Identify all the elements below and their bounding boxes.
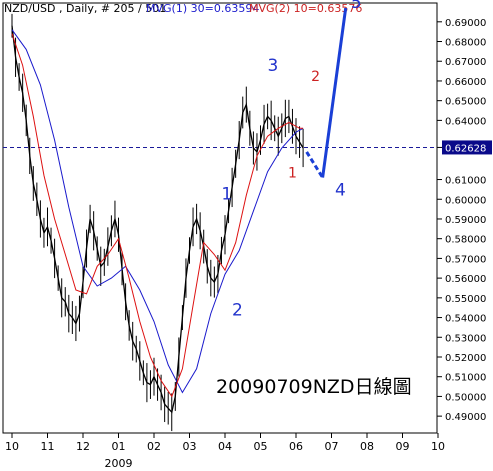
x-tick-label: 07 — [325, 440, 339, 453]
ma30-line — [11, 29, 304, 394]
wave-projection — [305, 7, 348, 179]
y-tick-label: 0.53000 — [445, 333, 486, 344]
x-tick-label: 05 — [254, 440, 268, 453]
wave-label: 3 — [268, 56, 279, 76]
wave-label: 1 — [288, 166, 297, 182]
watermark-text: 20090709NZD日線圖 — [216, 376, 412, 398]
y-tick-label: 0.51000 — [445, 373, 486, 384]
wave-label: 1 — [221, 184, 232, 204]
x-tick-label: 02 — [147, 440, 161, 453]
header-ma1: MVG(1) 30=0.63594 — [146, 2, 259, 15]
y-tick-label: 0.61000 — [445, 176, 486, 187]
last-price-box — [442, 140, 492, 155]
x-tick-label: 03 — [183, 440, 197, 453]
wave-label: 4 — [335, 180, 346, 200]
wave-down-segment — [305, 151, 324, 179]
y-tick-label: 0.52000 — [445, 353, 486, 364]
x-tick-label: 06 — [289, 440, 303, 453]
x-year-label: 2009 — [105, 457, 133, 470]
y-tick-label: 0.56000 — [445, 274, 486, 285]
header-ma2: MVG(2) 10=0.63576 — [249, 2, 362, 15]
ma10-path — [11, 33, 304, 398]
y-tick-label: 0.60000 — [445, 195, 486, 206]
price-series — [11, 13, 304, 432]
y-tick-label: 0.49000 — [445, 412, 486, 423]
y-tick-label: 0.58000 — [445, 235, 486, 246]
wave-label: 2 — [232, 301, 243, 321]
x-tick-label: 08 — [360, 440, 374, 453]
x-tick-label: 04 — [218, 440, 232, 453]
wave-labels: 1 2 3 1 2 4 5 — [221, 0, 361, 321]
wave-label: 2 — [311, 69, 320, 85]
ma30-path — [11, 29, 304, 394]
y-tick-label: 0.65000 — [445, 97, 486, 108]
header-symbol: NZD/USD — [4, 2, 55, 15]
y-tick-label: 0.55000 — [445, 294, 486, 305]
y-tick-label: 0.64000 — [445, 116, 486, 127]
y-tick-label: 0.62628 — [445, 143, 486, 154]
y-tick-label: 0.69000 — [445, 18, 486, 29]
x-axis: 10 11 12 01 02 03 04 05 06 07 08 09 10 2009 — [5, 433, 445, 470]
x-tick-label: 01 — [112, 440, 126, 453]
x-tick-label: 12 — [76, 440, 90, 453]
y-tick-label: 0.54000 — [445, 314, 486, 325]
x-tick-label: 11 — [41, 440, 55, 453]
wave-label: 5 — [351, 0, 362, 13]
wave-up-segment — [321, 7, 348, 178]
x-tick-label: 10 — [431, 440, 445, 453]
y-tick-label: 0.59000 — [445, 215, 486, 226]
header-period: , Daily, # 205 / 501 — [59, 2, 166, 15]
y-tick-label: 0.50000 — [445, 392, 486, 403]
y-axis: 0.69000 0.68000 0.67000 0.66000 0.65000 0.640… — [437, 18, 492, 423]
ma10-line — [11, 33, 304, 398]
plot-frame — [2, 2, 438, 434]
y-tick-label: 0.57000 — [445, 254, 486, 265]
y-tick-label: 0.67000 — [445, 57, 486, 68]
x-tick-label: 09 — [396, 440, 410, 453]
x-tick-label: 10 — [5, 440, 19, 453]
y-tick-label: 0.66000 — [445, 77, 486, 88]
y-tick-label: 0.68000 — [445, 38, 486, 49]
